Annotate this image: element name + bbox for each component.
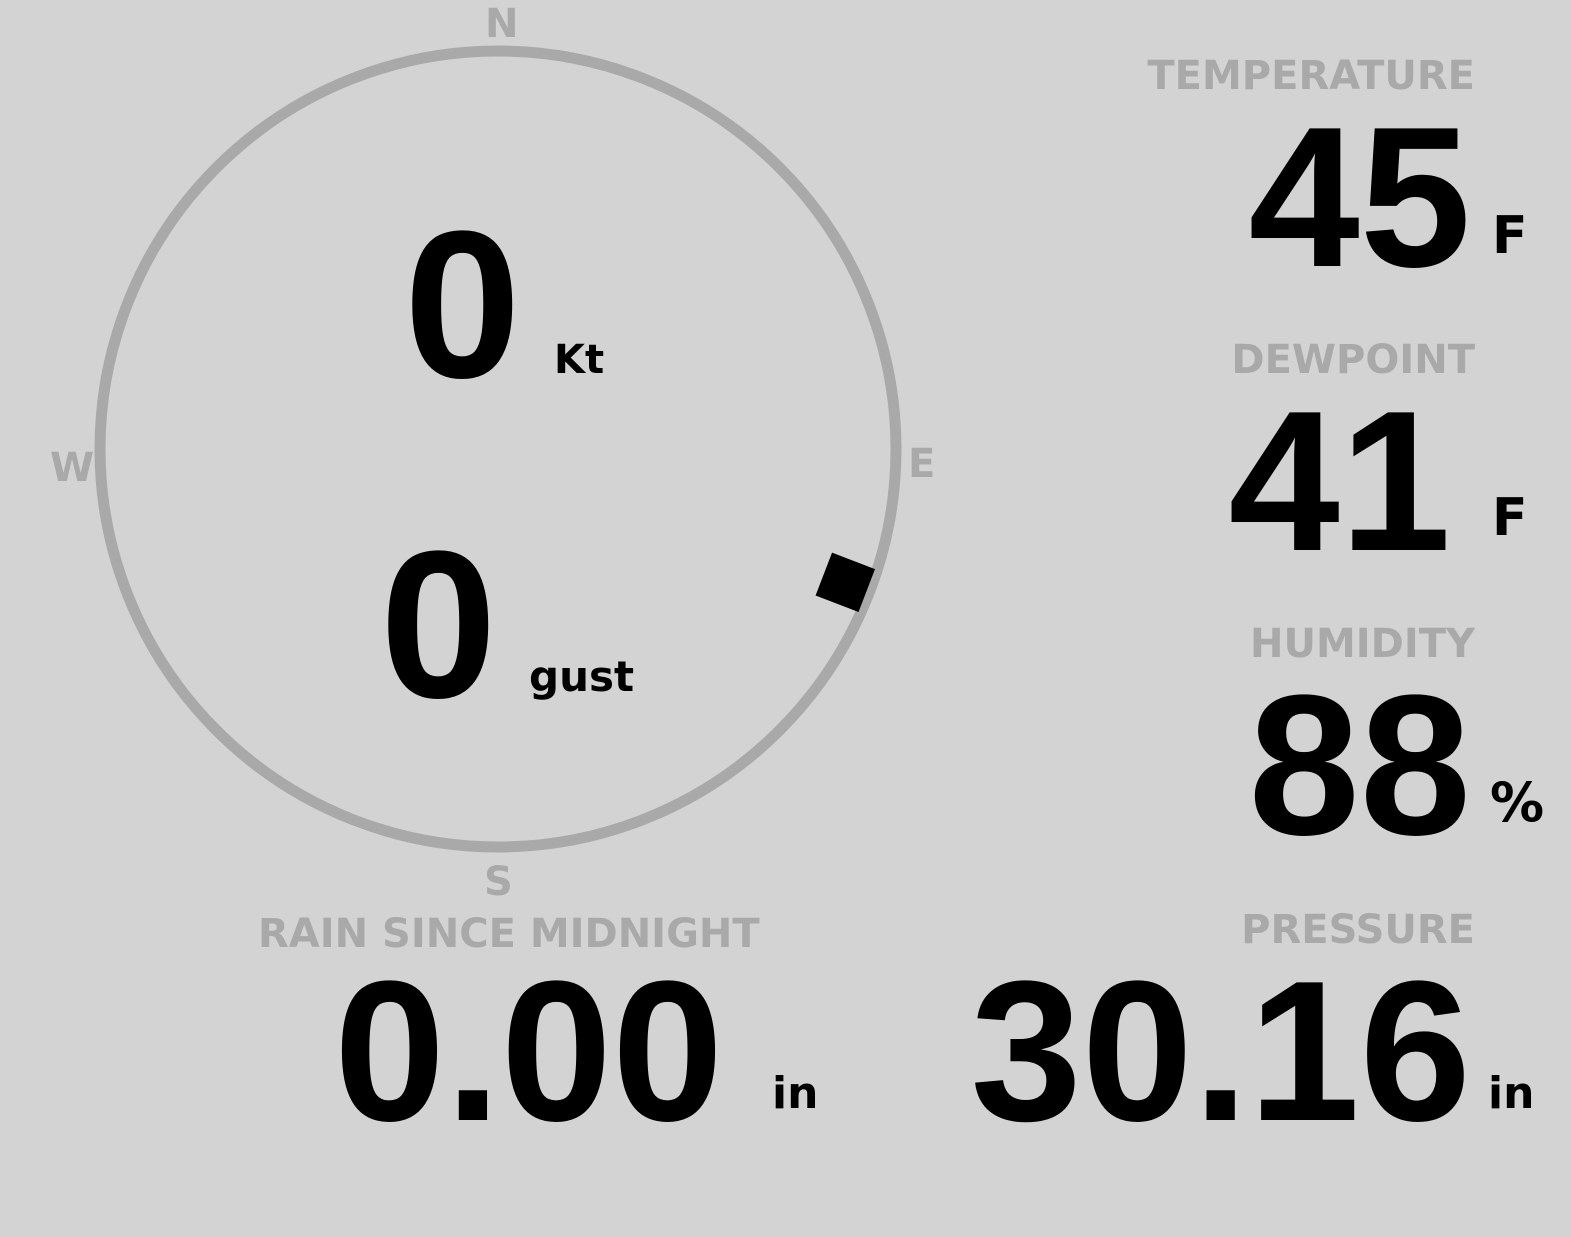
humidity-unit: % xyxy=(1490,771,1545,834)
humidity-value: 88 xyxy=(1248,654,1471,877)
temperature-unit: F xyxy=(1492,206,1528,266)
compass-north-label: N xyxy=(485,1,519,47)
pressure-label: PRESSURE xyxy=(1241,907,1475,953)
wind-gust-value: 0 xyxy=(380,507,497,742)
rain-value: 0.00 xyxy=(334,940,724,1163)
dewpoint-unit: F xyxy=(1492,488,1528,548)
dewpoint-value: 41 xyxy=(1228,370,1451,593)
compass-east-label: E xyxy=(908,441,936,487)
temperature-value: 45 xyxy=(1248,86,1471,309)
wind-speed-unit: Kt xyxy=(554,337,605,383)
dewpoint-label: DEWPOINT xyxy=(1231,337,1475,383)
temperature-label: TEMPERATURE xyxy=(1147,53,1475,99)
compass-south-label: S xyxy=(484,859,513,905)
humidity-label: HUMIDITY xyxy=(1250,621,1475,667)
wind-direction-marker-square xyxy=(815,552,876,613)
rain-label: RAIN SINCE MIDNIGHT xyxy=(258,911,760,957)
wind-gust-unit: gust xyxy=(529,652,635,701)
wind-speed-value: 0 xyxy=(404,187,521,422)
wind-direction-marker xyxy=(815,552,876,613)
pressure-value: 30.16 xyxy=(970,940,1472,1163)
rain-unit: in xyxy=(772,1068,819,1119)
compass-dial xyxy=(94,45,902,853)
pressure-unit: in xyxy=(1488,1068,1535,1119)
compass-ring xyxy=(94,45,902,853)
compass-west-label: W xyxy=(50,445,95,491)
